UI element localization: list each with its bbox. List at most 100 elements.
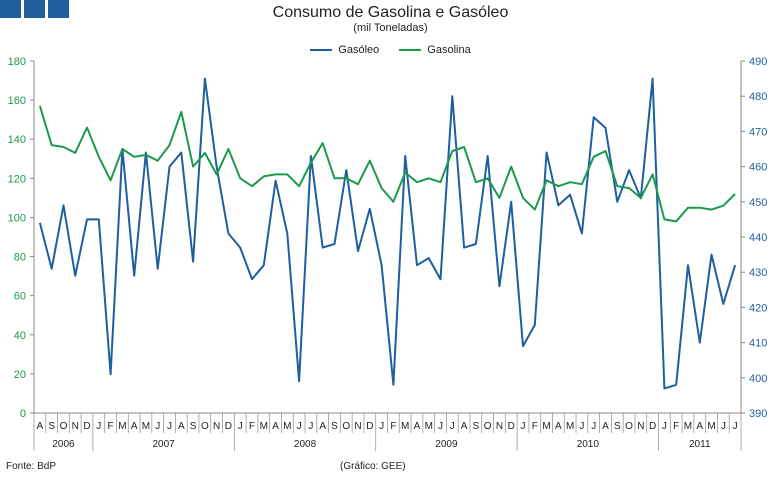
x-month-label: J (238, 421, 243, 432)
y-right-tick-label: 450 (749, 197, 767, 209)
x-month-label: A (555, 421, 562, 432)
x-month-label: O (342, 421, 350, 432)
x-month-label: O (625, 421, 633, 432)
x-year-label: 2011 (689, 439, 711, 450)
x-month-label: A (272, 421, 279, 432)
x-month-label: M (142, 421, 150, 432)
x-month-label: J (591, 421, 596, 432)
legend-swatch-gasoleo (310, 49, 333, 51)
y-left-tick-label: 20 (14, 369, 26, 381)
y-left-tick-label: 140 (8, 134, 26, 146)
x-month-label: D (649, 421, 656, 432)
logo-block (48, 0, 69, 18)
chart-title: Consumo de Gasolina e Gasóleo (272, 4, 509, 21)
x-month-label: J (438, 421, 443, 432)
legend-item-gasolina: Gasolina (399, 44, 471, 56)
x-month-label: S (614, 421, 621, 432)
y-left-tick-label: 0 (20, 408, 26, 420)
y-left-tick-label: 160 (8, 95, 26, 107)
x-month-label: F (108, 421, 114, 432)
x-year-label: 2009 (435, 439, 458, 450)
x-month-label: M (425, 421, 433, 432)
x-month-label: F (673, 421, 679, 432)
x-month-label: J (297, 421, 302, 432)
x-month-label: S (331, 421, 338, 432)
series-line-gasoleo (38, 77, 737, 390)
legend: Gasóleo Gasolina (0, 44, 781, 56)
x-month-label: M (260, 421, 268, 432)
x-month-label: D (366, 421, 373, 432)
y-right-tick-label: 460 (749, 162, 767, 174)
x-month-label: S (48, 421, 55, 432)
x-month-label: M (542, 421, 550, 432)
legend-label-gasolina: Gasolina (427, 44, 471, 56)
y-left-tick-label: 40 (14, 330, 26, 342)
x-month-label: J (167, 421, 172, 432)
x-month-label: F (390, 421, 396, 432)
x-month-label: S (190, 421, 197, 432)
x-month-label: N (496, 421, 503, 432)
x-month-label: O (60, 421, 68, 432)
x-month-label: J (521, 421, 526, 432)
x-month-label: M (118, 421, 126, 432)
x-month-label: D (225, 421, 232, 432)
x-year-label: 2007 (152, 439, 175, 450)
x-month-label: F (532, 421, 538, 432)
x-month-label: J (733, 421, 738, 432)
x-month-label: F (249, 421, 255, 432)
logo-block (24, 0, 45, 18)
y-right-tick-label: 490 (749, 56, 767, 68)
x-month-label: J (662, 421, 667, 432)
x-year-label: 2010 (577, 439, 600, 450)
x-month-label: N (213, 421, 220, 432)
x-month-label: A (319, 421, 326, 432)
x-month-label: A (131, 421, 138, 432)
x-month-label: O (201, 421, 209, 432)
x-month-label: N (354, 421, 361, 432)
legend-item-gasoleo: Gasóleo (310, 44, 379, 56)
x-month-label: J (721, 421, 726, 432)
y-right-tick-label: 390 (749, 408, 767, 420)
y-left-tick-label: 80 (14, 252, 26, 264)
x-month-label: S (473, 421, 480, 432)
y-right-tick-label: 410 (749, 338, 767, 350)
y-left-tick-label: 120 (8, 173, 26, 185)
y-left-tick-label: 100 (8, 212, 26, 224)
x-month-label: J (96, 421, 101, 432)
y-left-tick-label: 180 (8, 56, 26, 68)
x-month-label: M (707, 421, 715, 432)
x-month-label: M (684, 421, 692, 432)
chart-subtitle: (mil Toneladas) (353, 22, 428, 34)
x-month-label: A (696, 421, 703, 432)
legend-label-gasoleo: Gasóleo (338, 44, 380, 56)
x-month-label: A (178, 421, 185, 432)
y-left-tick-label: 60 (14, 291, 26, 303)
series-line-gasolina (38, 105, 736, 223)
x-month-label: M (401, 421, 409, 432)
x-month-label: A (461, 421, 468, 432)
credit-note: (Gráfico: GEE) (340, 461, 406, 472)
logo-block (0, 0, 21, 18)
x-month-label: J (155, 421, 160, 432)
legend-swatch-gasolina (399, 49, 422, 51)
logo (0, 0, 69, 18)
y-right-tick-label: 400 (749, 373, 767, 385)
x-year-label: 2006 (52, 439, 75, 450)
y-right-tick-label: 420 (749, 302, 767, 314)
x-month-label: O (484, 421, 492, 432)
source-note: Fonte: BdP (6, 461, 57, 472)
x-month-label: A (602, 421, 609, 432)
x-month-label: J (450, 421, 455, 432)
x-month-label: J (379, 421, 384, 432)
x-month-label: M (566, 421, 574, 432)
x-month-label: J (579, 421, 584, 432)
x-month-label: D (508, 421, 515, 432)
x-month-label: N (72, 421, 79, 432)
x-month-label: A (37, 421, 44, 432)
x-month-label: D (83, 421, 90, 432)
y-right-tick-label: 440 (749, 232, 767, 244)
y-right-tick-label: 430 (749, 267, 767, 279)
y-right-tick-label: 480 (749, 91, 767, 103)
x-year-label: 2008 (294, 439, 317, 450)
